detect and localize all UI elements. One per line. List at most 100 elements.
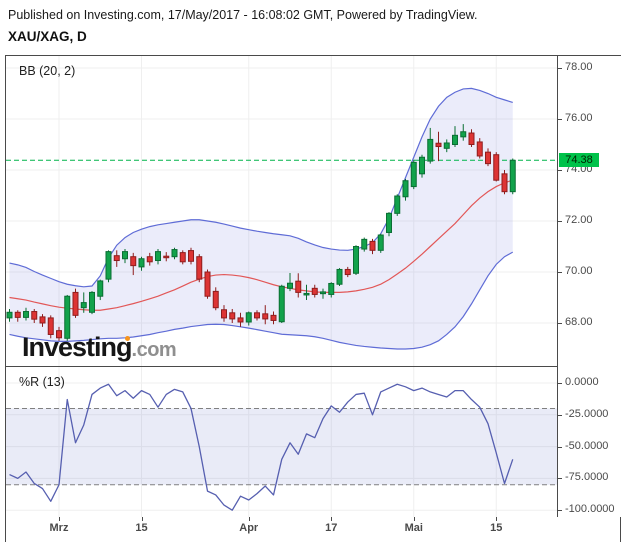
last-price-badge: 74.38 [559, 153, 599, 168]
candle-body [130, 256, 137, 267]
time-axis-tick [413, 517, 415, 521]
chart-widget: BB (20, 2) Investing.com %R (13) 74.38 7… [5, 55, 623, 542]
time-axis-label: Mrz [49, 522, 69, 534]
candle-body [369, 240, 376, 251]
wr-axis-label: -100.0000 [565, 503, 615, 516]
candle-body [113, 255, 120, 262]
candle-body [402, 180, 409, 198]
candle-body [443, 142, 450, 149]
wr-axis-label: 0.0000 [565, 376, 599, 388]
candle-body [122, 251, 128, 260]
price-axis-label: 70.00 [565, 265, 593, 277]
time-axis-tick [496, 517, 498, 521]
candle-body [344, 268, 351, 276]
candle-body [493, 154, 500, 181]
candle-body [410, 161, 417, 188]
candle-body [229, 312, 236, 320]
bollinger-upper-band [9, 87, 513, 288]
price-axis-label-tick [558, 272, 562, 273]
price-axis[interactable]: 74.38 78.00 76.00 74.00 72.00 70.00 68.00 0.00… [557, 56, 623, 517]
price-axis-label: 72.00 [565, 214, 593, 226]
candle-body [188, 250, 194, 262]
candle-body [394, 195, 401, 214]
candle-body [39, 316, 46, 324]
investing-logo: Investing.com [22, 332, 177, 363]
candle-body [452, 134, 458, 145]
bollinger-band-fill [9, 88, 513, 350]
wr-axis-label-tick [558, 414, 562, 416]
candle-body [501, 173, 508, 193]
investing-logo-tld: .com [131, 339, 177, 361]
wr-axis-label-tick [558, 510, 562, 512]
time-axis-tick [331, 517, 333, 521]
candle-body [89, 291, 95, 313]
wr-axis-label-tick [558, 383, 562, 384]
candle-body [31, 311, 38, 320]
candle-body [72, 291, 79, 316]
time-axis-tick [248, 517, 250, 521]
price-chart-svg [6, 56, 557, 366]
candle-body [237, 317, 244, 323]
candle-body [270, 314, 277, 321]
bollinger-lower-band [9, 251, 514, 350]
time-axis-label: 15 [490, 522, 503, 534]
bb-indicator-label: BB (20, 2) [19, 64, 76, 78]
candle-body [509, 159, 516, 193]
price-axis-label: 68.00 [565, 316, 593, 328]
published-line: Published on Investing.com, 17/May/2017 … [8, 8, 478, 22]
candle-body [212, 290, 219, 309]
candle-body [377, 234, 384, 251]
candle-body [254, 312, 260, 319]
price-pane[interactable]: BB (20, 2) Investing.com [6, 56, 557, 367]
candle-body [56, 330, 62, 339]
candle-body [311, 287, 318, 295]
wr-indicator-label: %R (13) [19, 375, 65, 389]
time-axis-label: Apr [239, 522, 259, 534]
candle-body [287, 282, 293, 289]
price-axis-label-tick [558, 170, 562, 171]
symbol-title: XAU/XAG, D [8, 29, 87, 44]
williams-r-line [9, 383, 514, 511]
candle-body [278, 285, 285, 323]
time-axis-label: 15 [135, 522, 148, 534]
price-axis-label-tick [558, 323, 562, 324]
wr-axis-label: -50.0000 [565, 439, 609, 452]
price-axis-label-tick [558, 119, 562, 120]
wr-axis-label: -25.0000 [565, 407, 609, 420]
candle-body [460, 131, 467, 138]
candle-body [303, 292, 310, 296]
candle-body [97, 280, 104, 297]
candle-body [468, 132, 475, 146]
candle-body [23, 311, 29, 318]
candle-body [14, 311, 21, 318]
candle-body [485, 151, 491, 165]
candle-body [179, 252, 186, 263]
candle-body [328, 282, 335, 295]
candle-body [47, 317, 54, 335]
candle-body [295, 280, 302, 293]
candle-body [146, 256, 153, 263]
candle-body [476, 141, 483, 157]
wr-axis-label: -75.0000 [565, 471, 609, 484]
candle-body [353, 246, 359, 274]
williams-r-pane[interactable]: %R (13) [6, 367, 557, 518]
candle-body [320, 291, 326, 295]
price-axis-label-tick [558, 68, 562, 69]
candle-body [419, 156, 425, 175]
candle-body [336, 268, 343, 285]
price-axis-label-tick [558, 221, 562, 222]
wr-overbought-oversold-band [6, 408, 557, 485]
candle-body [221, 309, 227, 319]
wr-axis-label-tick [558, 446, 562, 448]
price-axis-label: 78.00 [565, 61, 593, 73]
candle-body [204, 271, 211, 297]
candle-body [435, 142, 442, 148]
candle-body [155, 251, 161, 262]
time-axis-tick [141, 517, 143, 521]
time-axis[interactable]: Mrz 15 Apr 17 Mai 15 [6, 517, 620, 542]
time-axis-label: 17 [325, 522, 338, 534]
candle-body [80, 302, 87, 309]
candle-body [196, 256, 203, 280]
time-axis-tick [59, 517, 60, 521]
